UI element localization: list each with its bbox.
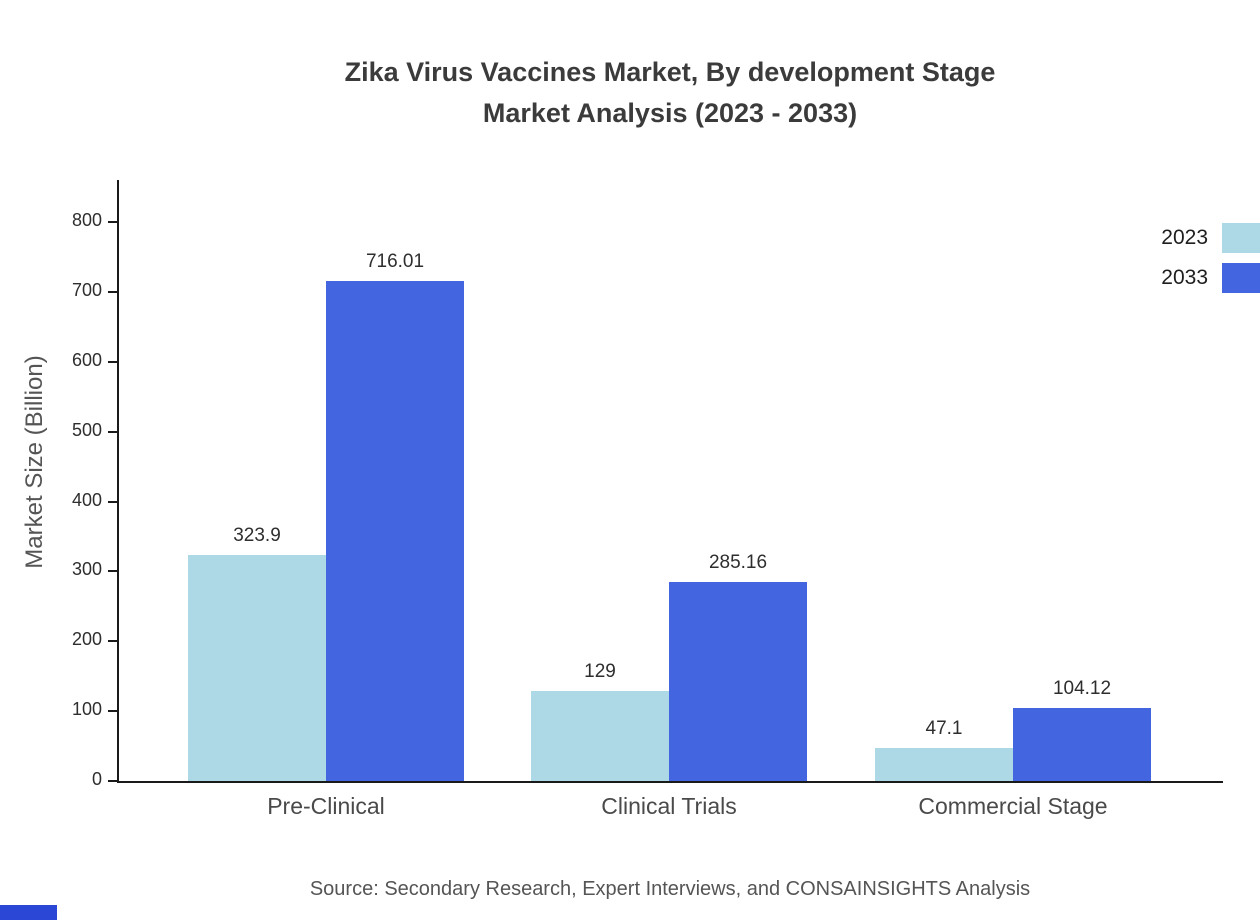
chart-title-line-1: Zika Virus Vaccines Market, By developme… [344,57,996,87]
y-tick-mark [108,640,118,643]
value-label: 323.9 [233,524,281,546]
source-text: Source: Secondary Research, Expert Inter… [309,878,1031,900]
chart-title-line-2: Market Analysis (2023 - 2033) [482,97,858,128]
y-tick-mark [108,221,118,223]
y-tick-label: 600 [71,349,102,370]
category-label: Commercial Stage [918,793,1108,819]
watermark-strip [0,905,57,920]
value-label: 129 [584,660,616,682]
legend-label-2023: 2023 [1161,226,1208,249]
y-axis-label: Market Size (Billion) [21,355,48,569]
y-tick-label: 100 [71,699,102,720]
y-tick-mark [108,290,118,293]
legend-swatch-2033 [1222,263,1260,293]
y-tick-mark [108,570,118,573]
bar-2023-pre-clinical [188,554,326,781]
x-axis-line [117,781,1223,783]
chart-title: Zika Virus Vaccines Market, By developme… [80,52,1260,133]
y-tick-mark [108,500,118,503]
value-label: 285.16 [708,551,768,573]
bar-2033-clinical-trials [669,581,807,781]
category-label: Clinical Trials [601,793,737,819]
y-tick-label: 400 [71,489,102,510]
bar-2023-clinical-trials [531,690,669,781]
legend-item-2023: 2023 [1110,218,1260,258]
y-tick-label: 300 [71,559,102,580]
legend: 2023 2033 [1110,218,1260,298]
y-tick-label: 200 [71,629,102,650]
y-tick-label: 800 [71,210,102,230]
legend-item-2033: 2033 [1110,258,1260,298]
y-tick-mark [108,710,118,713]
value-label: 104.12 [1052,678,1112,700]
bar-2033-pre-clinical [326,280,464,781]
bar-2033-commercial-stage [1013,708,1151,781]
category-label: Pre-Clinical [267,793,385,819]
y-tick-mark [108,780,118,782]
legend-label-2033: 2033 [1161,266,1208,289]
y-tick-label: 0 [91,769,102,789]
y-tick-label: 500 [71,419,102,440]
bar-2023-commercial-stage [875,748,1013,781]
y-tick-mark [108,360,118,363]
y-axis-line [117,180,119,783]
value-label: 716.01 [365,250,425,272]
y-tick-label: 700 [71,279,102,300]
y-tick-mark [108,430,118,433]
legend-swatch-2023 [1222,223,1260,253]
value-label: 47.1 [925,718,963,740]
